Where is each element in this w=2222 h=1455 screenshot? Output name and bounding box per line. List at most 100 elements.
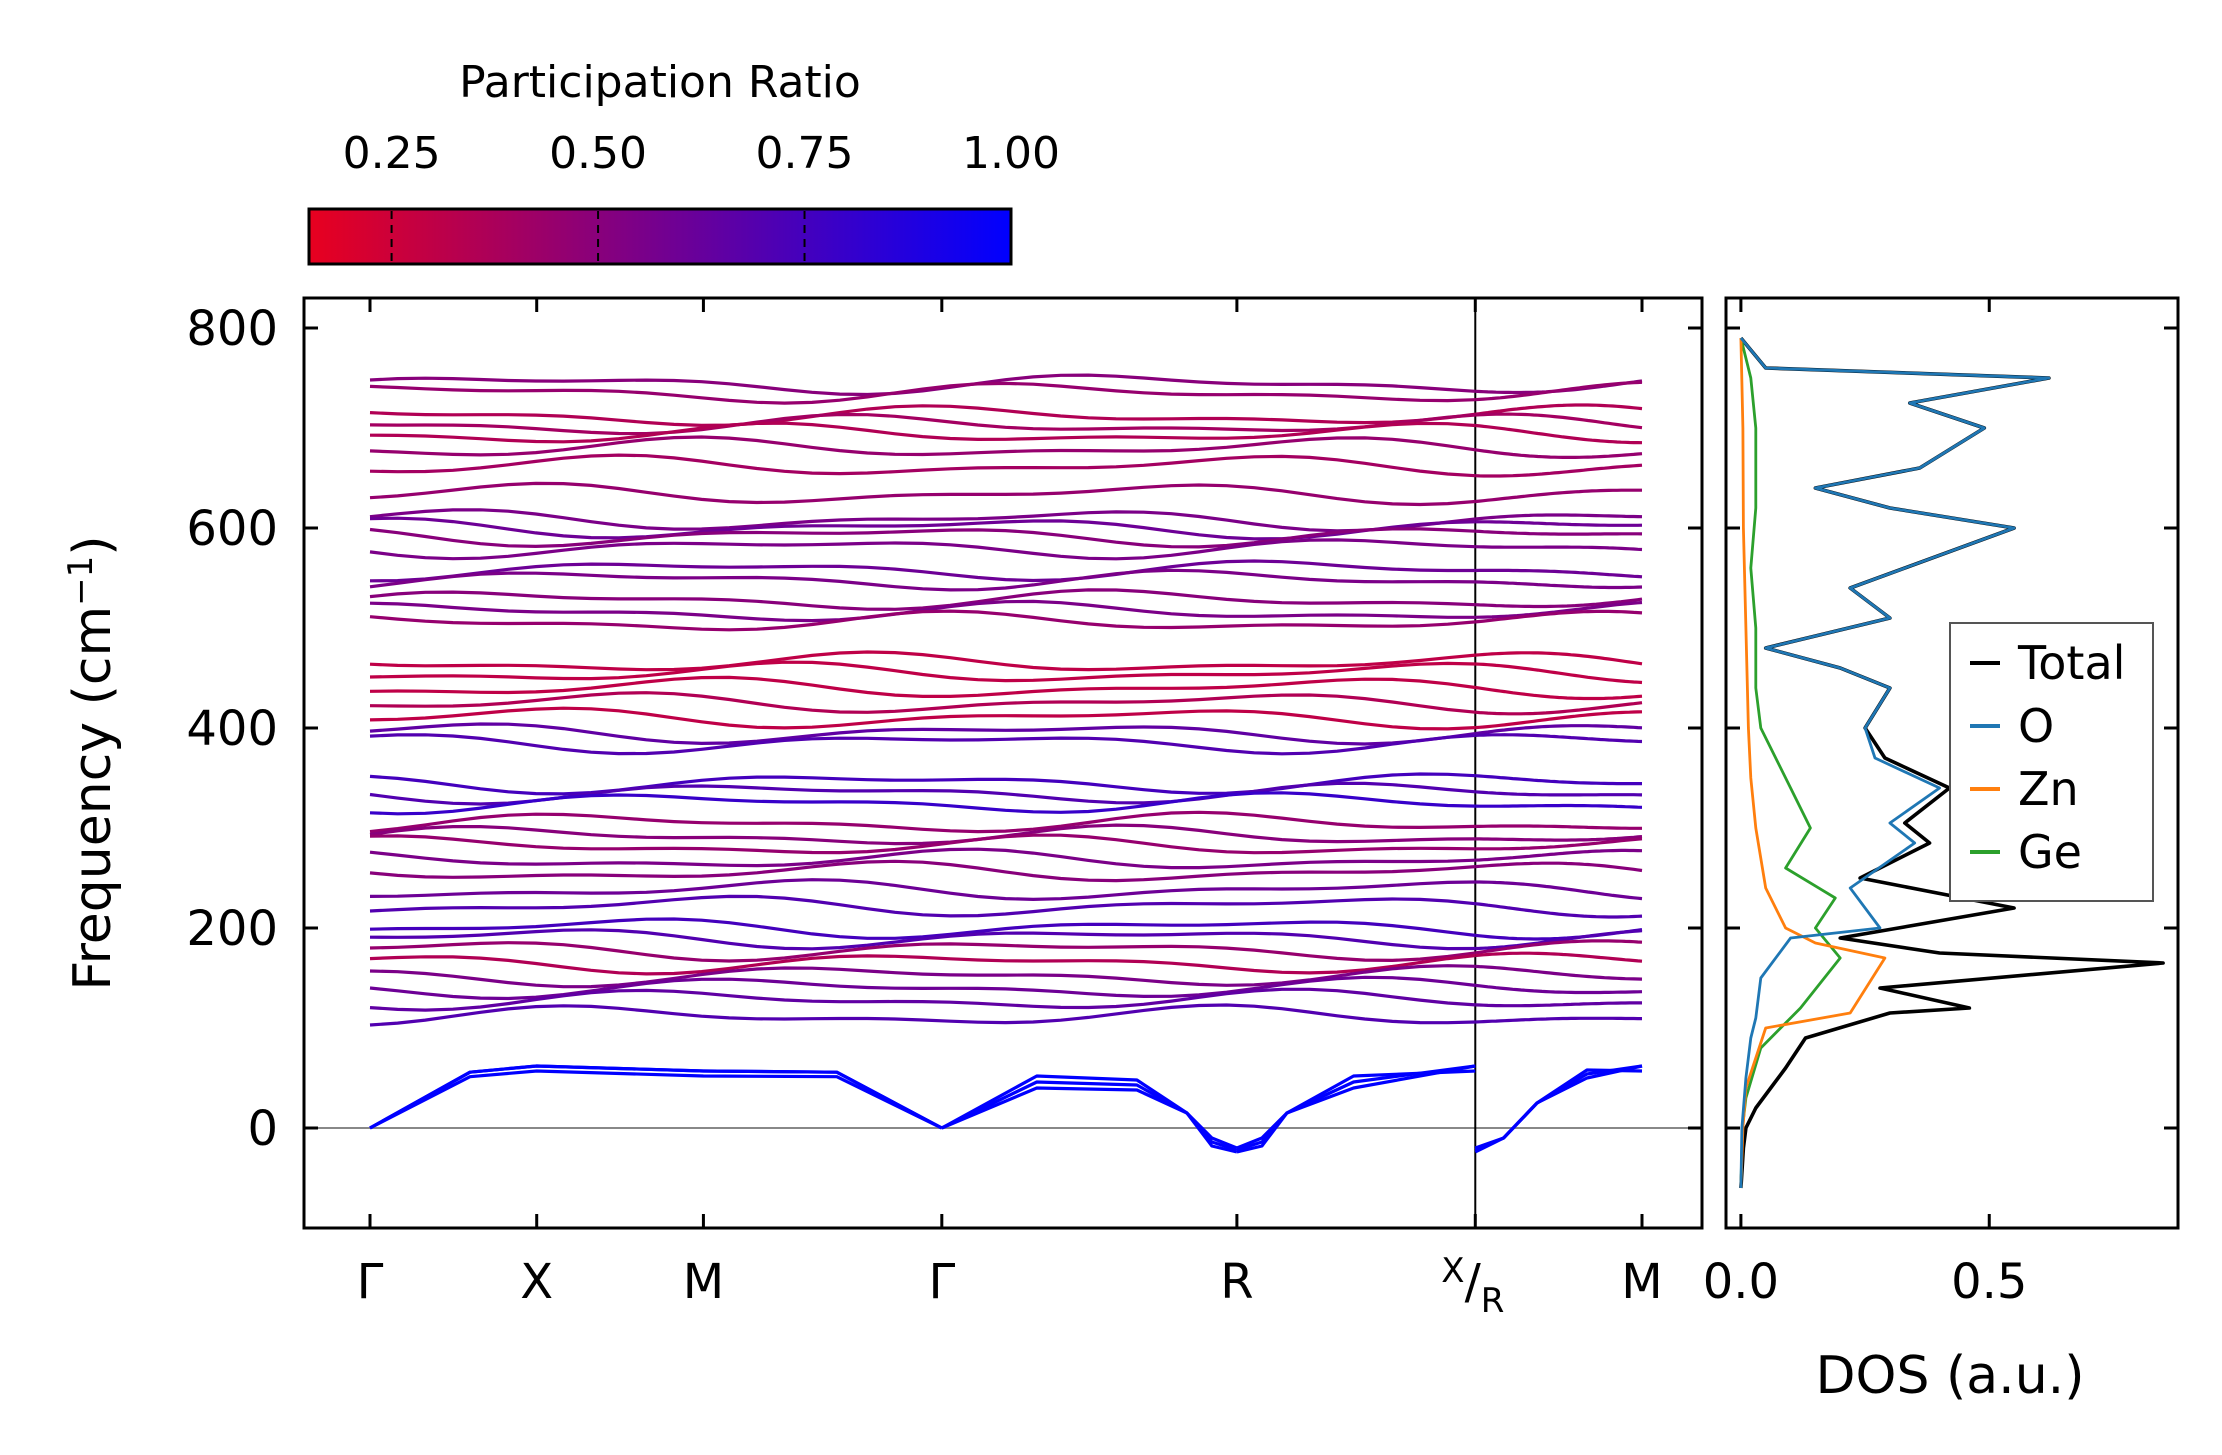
dos-x-tick-label: 0.0 [1703, 1254, 1779, 1310]
x-tick-label: Γ [357, 1254, 384, 1310]
dos-x-axis-title: DOS (a.u.) [1816, 1346, 2085, 1406]
acoustic-branch [1474, 1068, 1643, 1154]
phonon-band [369, 964, 1476, 989]
x-tick-label-lower: R [1481, 1281, 1505, 1321]
dos-series-zn [1739, 337, 1887, 1189]
phonon-band [1475, 580, 1643, 590]
x-tick-label: M [683, 1254, 724, 1310]
phonon-band [369, 1003, 1476, 1027]
colorbar-tick-label: 0.75 [756, 128, 854, 179]
phonon-band [369, 559, 1476, 583]
phonon-band [369, 823, 1476, 846]
phonon-band [369, 675, 1476, 699]
dos-legend: Total O Zn Ge [1949, 622, 2154, 902]
phonon-band [1475, 964, 1643, 981]
phonon-band [369, 878, 1476, 902]
phonon-band [1475, 403, 1643, 416]
x-tick-label: Γ [928, 1254, 955, 1310]
band-x-ticks: Γ X M Γ R X/R M [357, 298, 1663, 1321]
dos-lines [1739, 336, 2165, 1189]
x-tick-label: M [1621, 1254, 1662, 1310]
phonon-band [369, 917, 1476, 940]
x-tick-label: X [520, 1254, 553, 1310]
colorbar-gradient [307, 207, 1013, 266]
phonon-band [369, 894, 1476, 918]
phonon-band [1475, 835, 1643, 842]
phonon-band [1475, 929, 1643, 951]
band-y-ticks: 0 200 400 600 800 [186, 301, 1702, 1157]
phonon-band [1475, 902, 1643, 919]
phonon-band [1475, 1001, 1642, 1008]
band-plot-frame [302, 296, 1704, 1230]
colorbar-title: Participation Ratio [459, 57, 861, 108]
legend-label: O [2018, 699, 2054, 753]
phonon-band [1475, 733, 1643, 744]
phonon-band [1475, 710, 1643, 730]
phonon-band [1475, 803, 1643, 809]
phonon-band [369, 568, 1476, 592]
acoustic-branch [1236, 1069, 1476, 1154]
legend-frame [1949, 622, 2154, 902]
y-tick-label: 800 [186, 301, 278, 357]
phonon-band [369, 453, 1476, 478]
phonon-band [1475, 448, 1643, 459]
phonon-band [369, 527, 1476, 549]
phonon-band [1475, 423, 1643, 445]
phonon-band [369, 404, 1476, 428]
phonon-band [1475, 662, 1643, 685]
phonon-band [369, 859, 1476, 883]
phonon-band [369, 609, 1476, 632]
phonon-band [1475, 837, 1643, 851]
phonon-band [369, 412, 1476, 436]
dos-ticks: 0.0 0.5 [1703, 298, 2178, 1310]
phonon-band [369, 833, 1476, 855]
phonon-band [1475, 983, 1643, 995]
phonon-band [369, 588, 1476, 611]
dos-series-ge [1739, 337, 1842, 1189]
acoustic-branch [1236, 1064, 1476, 1152]
phonon-band [369, 381, 1476, 405]
phonon-band [369, 847, 1476, 870]
phonon-band [369, 706, 1476, 731]
phonon-band [1475, 513, 1643, 521]
acoustic-branch [369, 1069, 943, 1130]
phonon-band [1475, 824, 1642, 830]
phonon-band [369, 928, 1476, 951]
x-tick-label: X/R [1441, 1251, 1504, 1321]
phonon-band [369, 791, 1476, 816]
acoustic-branch [941, 1074, 1238, 1154]
phonon-band [369, 538, 1476, 561]
phonon-band [369, 650, 1476, 672]
colorbar-ticks: 0.25 0.50 0.75 1.00 [343, 128, 1060, 262]
legend-label: Total [2017, 636, 2125, 690]
acoustic-branch [1236, 1064, 1476, 1150]
phonon-band [1475, 1016, 1642, 1024]
acoustic-branch [1474, 1064, 1643, 1152]
phonon-band [369, 953, 1476, 976]
phonon-band [1475, 520, 1643, 527]
phonon-band [369, 660, 1476, 683]
phonon-band [1475, 880, 1643, 901]
phonon-band [369, 810, 1476, 834]
phonon-band [369, 722, 1476, 746]
phonon-band [1475, 701, 1643, 716]
phonon-band [1475, 529, 1643, 536]
phonon-band [369, 421, 1476, 444]
phonon-band [1475, 790, 1643, 797]
phonon-band [1475, 488, 1642, 504]
ylabel-close: ) [63, 535, 123, 555]
acoustic-branch [369, 1064, 943, 1130]
acoustic-branch [1474, 1064, 1643, 1150]
legend-label: Zn [2018, 762, 2079, 816]
phonon-band [1475, 951, 1643, 963]
phonon-band [1475, 609, 1643, 624]
colorbar: Participation Ratio 0.25 0.50 0.75 1.00 [307, 57, 1060, 266]
y-tick-label: 400 [186, 701, 278, 757]
band-lines [304, 298, 1702, 1228]
phonon-band [369, 508, 1476, 533]
legend-label: Ge [2018, 825, 2082, 879]
phonon-band [1475, 724, 1643, 736]
phonon-band [1475, 380, 1643, 402]
dos-panel: 0.0 0.5 DOS (a.u.) Total O Zn Ge [1703, 296, 2180, 1406]
